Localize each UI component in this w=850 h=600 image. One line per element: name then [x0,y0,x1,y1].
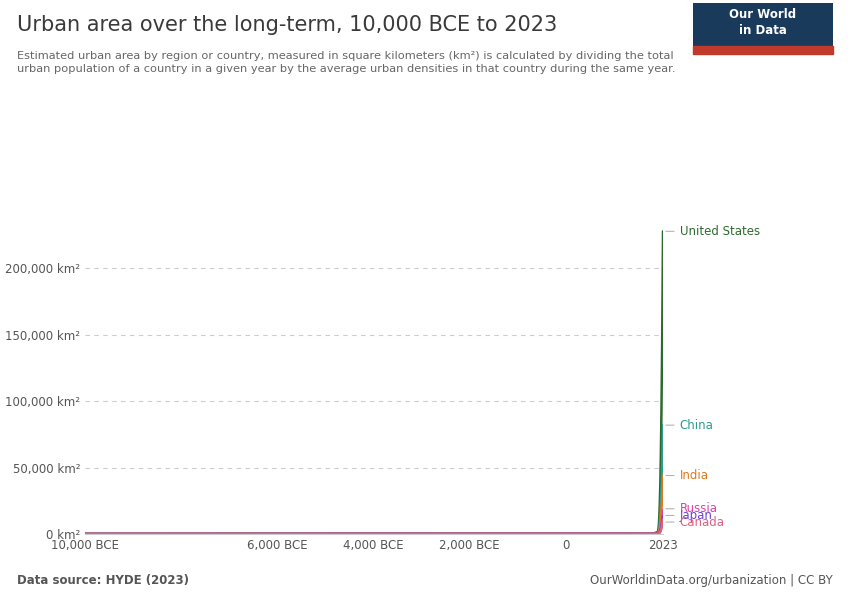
Text: Japan: Japan [666,509,712,522]
Text: China: China [666,419,713,431]
Text: Estimated urban area by region or country, measured in square kilometers (km²) i: Estimated urban area by region or countr… [17,51,676,74]
Text: OurWorldinData.org/urbanization | CC BY: OurWorldinData.org/urbanization | CC BY [590,574,833,587]
Text: India: India [666,469,709,482]
Text: Urban area over the long-term, 10,000 BCE to 2023: Urban area over the long-term, 10,000 BC… [17,15,558,35]
Text: United States: United States [666,225,760,238]
Text: Data source: HYDE (2023): Data source: HYDE (2023) [17,574,189,587]
Bar [693,46,833,54]
Text: Our World
in Data: Our World in Data [729,8,796,37]
Text: Canada: Canada [666,515,725,529]
Text: Russia: Russia [666,502,717,515]
